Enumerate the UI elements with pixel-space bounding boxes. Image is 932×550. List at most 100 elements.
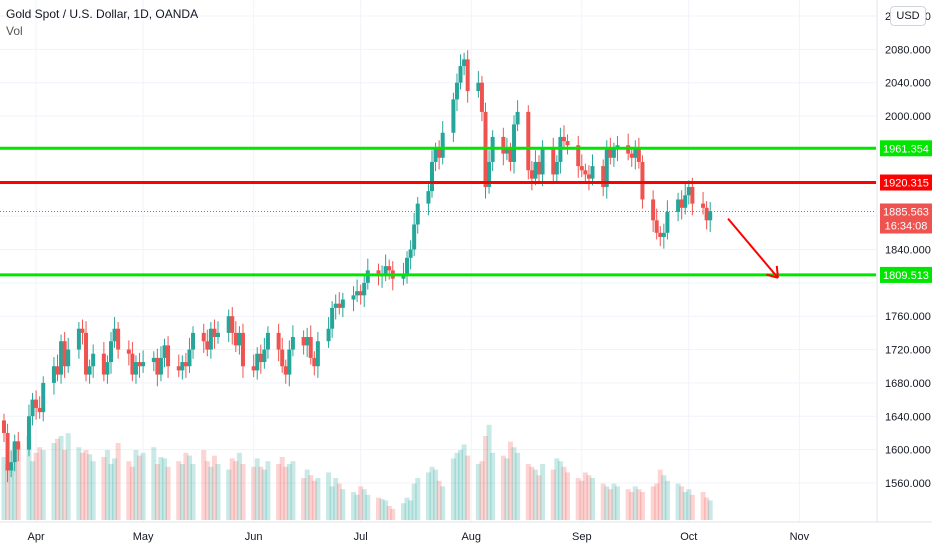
candle-body — [561, 136, 566, 142]
candle-body — [665, 211, 670, 233]
volume-bar — [140, 452, 146, 520]
volume-bar — [311, 480, 317, 520]
x-tick-label[interactable]: Nov — [790, 531, 810, 543]
candle-body — [233, 332, 238, 346]
volume-bar — [1, 457, 7, 520]
candle-body — [362, 282, 367, 296]
candle-body — [109, 341, 113, 363]
candle-body — [415, 203, 420, 225]
volume-bar — [279, 457, 285, 520]
candle-body — [226, 316, 231, 333]
volume-bar — [532, 469, 538, 520]
x-tick-label[interactable]: Aug — [461, 531, 481, 543]
candle-body — [426, 191, 431, 204]
candles — [2, 50, 713, 483]
horizontal-levels[interactable] — [0, 146, 876, 277]
candle-body — [554, 161, 559, 175]
arrow-shaft[interactable] — [727, 217, 779, 279]
y-tick-label[interactable]: 1640.000 — [885, 411, 931, 423]
x-tick-label[interactable]: Oct — [680, 531, 697, 543]
candle-body — [133, 362, 138, 375]
y-tick-label[interactable]: 1680.000 — [885, 378, 931, 390]
volume-bar — [186, 455, 192, 520]
y-tick-label[interactable]: 1760.000 — [885, 311, 931, 323]
candle-body — [683, 195, 688, 208]
arrow-head[interactable] — [775, 265, 779, 278]
currency-button[interactable]: USD — [890, 6, 926, 26]
candle-body — [12, 441, 17, 463]
volume-bar — [654, 483, 660, 520]
candle-body — [62, 341, 67, 367]
y-tick-label[interactable]: 1840.000 — [885, 244, 931, 256]
time-axis[interactable]: Apr May Jun Jul Aug Sep Oct Nov — [0, 521, 932, 543]
volume-bar — [436, 480, 442, 520]
candle-body — [708, 211, 713, 221]
arrow-head[interactable] — [766, 273, 779, 279]
volume-indicator-label[interactable]: Vol — [6, 24, 23, 38]
y-tick-label[interactable]: 1560.000 — [885, 478, 931, 490]
candle-body — [312, 357, 317, 367]
volume-bar — [58, 436, 64, 520]
volume-bar — [358, 486, 364, 520]
volume-bar — [55, 438, 60, 520]
price-level-label: 1809.513 — [883, 270, 929, 282]
candle-body — [66, 349, 71, 367]
candle-body — [636, 149, 641, 162]
candle-body — [640, 161, 645, 200]
candle-body — [465, 59, 470, 92]
candle-body — [183, 362, 188, 367]
volume-bar — [333, 478, 339, 520]
x-tick-label[interactable]: Sep — [572, 531, 592, 543]
candle-body — [454, 82, 459, 100]
volume-bar — [211, 455, 217, 520]
volume-bar — [208, 466, 214, 520]
volume-bar — [565, 472, 571, 520]
volume-bar — [454, 452, 460, 520]
y-tick-label[interactable]: 2000.000 — [885, 111, 931, 123]
candle-body — [401, 274, 406, 279]
volume-bar — [700, 492, 706, 520]
volume-bar — [415, 478, 421, 520]
candle-body — [158, 357, 163, 375]
volume-bar — [79, 452, 85, 520]
x-tick-label[interactable]: Jul — [354, 531, 368, 543]
candle-body — [5, 432, 10, 471]
candle-body — [358, 291, 363, 296]
candle-body — [376, 270, 381, 277]
candle-body — [462, 59, 467, 67]
volume-bar — [465, 455, 471, 520]
last-price-label: 1885.563 — [883, 206, 929, 218]
candle-body — [80, 328, 85, 333]
candle-body — [533, 161, 538, 179]
volume-bar — [133, 450, 139, 520]
price-axis[interactable]: 1961.354 1920.315 1809.513 1885.563 16:34:08… — [876, 0, 932, 522]
candle-body — [212, 328, 217, 338]
candle-body — [629, 153, 634, 158]
candle-body — [326, 328, 331, 342]
volume-bar — [15, 450, 21, 520]
volume-bar — [661, 475, 667, 520]
price-level-label: 1961.354 — [883, 143, 929, 155]
candle-body — [451, 99, 456, 133]
candle-body — [351, 295, 356, 300]
projection-arrow[interactable] — [727, 217, 779, 279]
candle-body — [141, 362, 146, 367]
candle-body — [55, 366, 60, 375]
candle-body — [230, 316, 235, 333]
x-tick-label[interactable]: Jun — [245, 531, 263, 543]
y-tick-label[interactable]: 1720.000 — [885, 345, 931, 357]
x-tick-label[interactable]: May — [133, 531, 154, 543]
candle-body — [76, 328, 81, 350]
y-tick-label[interactable]: 2040.000 — [885, 78, 931, 90]
candle-body — [2, 420, 6, 433]
y-tick-label[interactable]: 1600.000 — [885, 445, 931, 457]
y-tick-label[interactable]: 2080.000 — [885, 44, 931, 56]
x-tick-label[interactable]: Apr — [28, 531, 45, 543]
volume-bar — [561, 466, 567, 520]
volume-bar — [639, 492, 645, 520]
volume-bar — [315, 478, 321, 520]
volume-bar — [183, 452, 189, 520]
volume-bar — [458, 450, 464, 520]
